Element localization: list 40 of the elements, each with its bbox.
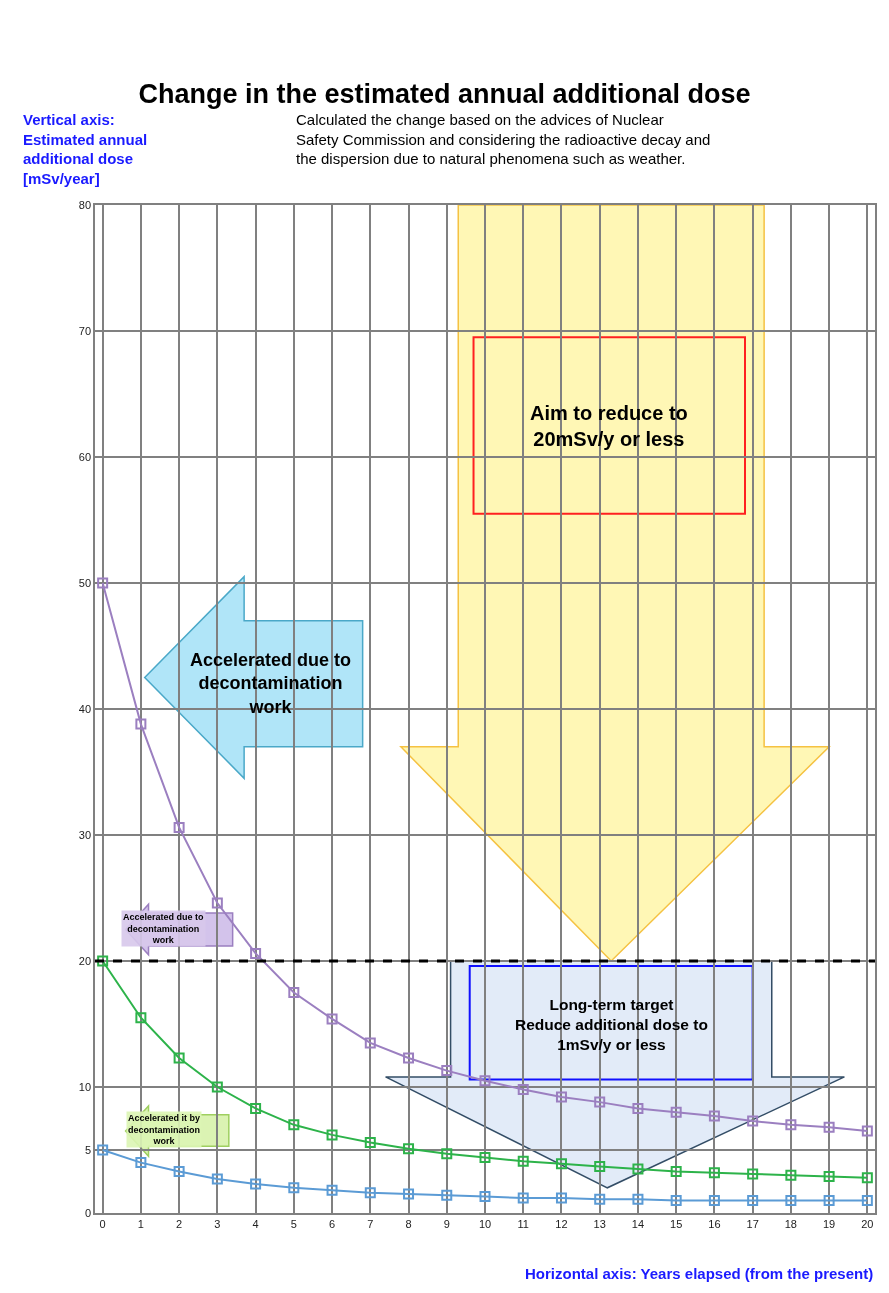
x-tick-label: 12 (555, 1217, 568, 1230)
x-tick-label: 14 (631, 1217, 645, 1230)
x-tick-label: 4 (252, 1217, 259, 1230)
x-tick-label: 17 (746, 1217, 759, 1230)
x-tick-label: 16 (708, 1217, 721, 1230)
y-tick-label: 10 (78, 1080, 92, 1093)
y-axis-title: Vertical axis: Estimated annual additional dose [mSv/year] (23, 111, 148, 187)
x-tick-label: 13 (593, 1217, 606, 1230)
x-tick-label: 15 (670, 1217, 683, 1230)
annotation: Accelerated due to decontamination work (190, 650, 352, 717)
x-tick-label: 18 (784, 1217, 798, 1230)
annotation: Accelerated due to decontamination work (123, 912, 205, 946)
x-tick-label: 9 (443, 1217, 450, 1230)
chart-title: Change in the estimated annual additional dose (138, 78, 751, 109)
annotation: Long-term target Reduce additional dose to 1mSv/y or less (515, 996, 708, 1054)
x-tick-label: 20 (861, 1217, 874, 1230)
x-tick-label: 7 (367, 1217, 374, 1230)
y-tick-label: 80 (78, 198, 92, 211)
y-tick-label: 70 (78, 324, 92, 337)
x-tick-label: 19 (822, 1217, 836, 1230)
y-tick-label: 30 (78, 828, 92, 841)
y-tick-label: 60 (78, 450, 92, 463)
annotation: Accelerated it by decontamination work (128, 1113, 201, 1147)
x-tick-label: 6 (329, 1217, 336, 1230)
x-tick-label: 3 (214, 1217, 221, 1230)
y-tick-label: 0 (84, 1206, 92, 1219)
annotation: Aim to reduce to 20mSv/y or less (530, 402, 688, 450)
y-tick-label: 5 (84, 1143, 92, 1156)
x-tick-label: 1 (137, 1217, 144, 1230)
x-axis-title: Horizontal axis: Years elapsed (from the present) (525, 1265, 874, 1282)
x-tick-label: 0 (99, 1217, 106, 1230)
y-tick-label: 40 (78, 702, 92, 715)
x-tick-label: 10 (478, 1217, 492, 1230)
x-tick-label: 5 (290, 1217, 297, 1230)
y-tick-label: 50 (78, 576, 92, 589)
y-tick-label: 20 (78, 954, 92, 967)
text: Calculated the change based on the advices of Nuclear Safety Commission and considering the radioactive decay and the dispersion due to natural phenomena such as weather. (296, 111, 711, 167)
x-tick-label: 8 (405, 1217, 412, 1230)
x-tick-label: 2 (176, 1217, 183, 1230)
x-tick-label: 11 (517, 1217, 529, 1230)
